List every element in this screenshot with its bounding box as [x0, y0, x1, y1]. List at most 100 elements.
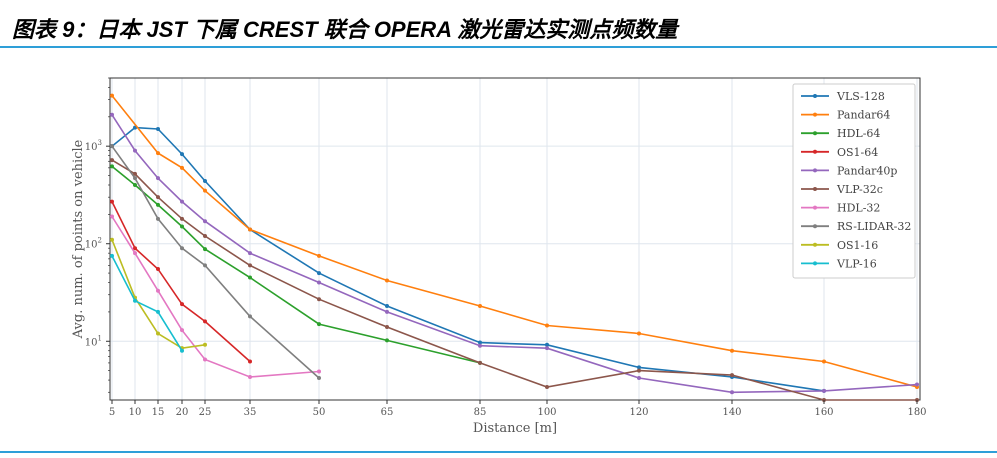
point-os1-16-25 [203, 342, 207, 347]
point-hdl-32-15 [156, 288, 160, 293]
point-hdl-32-35 [248, 375, 252, 380]
point-vlp-16-20 [180, 348, 184, 353]
point-rs-lidar-32-20 [180, 246, 184, 251]
legend-marker-vlp-16 [813, 261, 817, 266]
point-pandar40p-10 [133, 148, 137, 153]
point-pandar64-120 [637, 331, 641, 336]
legend-marker-os1-16 [813, 242, 817, 247]
point-os1-16-5 [110, 237, 114, 242]
point-os1-64-10 [133, 246, 137, 251]
point-os1-64-20 [180, 302, 184, 307]
legend-label-os1-64: OS1-64 [837, 146, 878, 159]
x-tick-label-120: 120 [629, 407, 648, 418]
x-tick-label-140: 140 [722, 407, 741, 418]
legend-label-pandar40p: Pandar40p [837, 164, 897, 177]
x-tick-label-20: 20 [176, 407, 189, 418]
point-pandar64-140 [730, 348, 734, 353]
point-pandar40p-5 [110, 112, 114, 117]
point-vlp-32c-140 [730, 373, 734, 378]
point-vls-128-100 [545, 342, 549, 347]
legend-marker-hdl-64 [813, 131, 817, 136]
point-hdl-32-25 [203, 357, 207, 362]
x-tick-label-85: 85 [474, 407, 487, 418]
series-line-vlp-16 [111, 255, 183, 352]
point-os1-16-15 [156, 331, 160, 336]
series-pandar40p [110, 112, 919, 395]
point-pandar64-65 [385, 278, 389, 283]
x-axis-label: Distance [m] [473, 421, 557, 436]
point-os1-64-5 [110, 199, 114, 204]
point-pandar40p-20 [180, 199, 184, 204]
point-vls-128-65 [385, 303, 389, 308]
series-hdl-32 [110, 214, 321, 380]
point-vlp-32c-10 [133, 171, 137, 176]
point-os1-64-25 [203, 319, 207, 324]
point-hdl-64-50 [317, 322, 321, 327]
legend-marker-pandar64 [813, 112, 817, 117]
series-line-vls-128 [111, 126, 825, 392]
point-vlp-32c-20 [180, 216, 184, 221]
point-pandar40p-120 [637, 376, 641, 381]
point-rs-lidar-32-10 [133, 176, 137, 181]
point-vls-128-20 [180, 152, 184, 157]
point-pandar40p-50 [317, 280, 321, 285]
y-tick-label-100: 102 [85, 237, 102, 251]
point-hdl-64-35 [248, 275, 252, 280]
point-rs-lidar-32-50 [317, 376, 321, 381]
legend-label-os1-16: OS1-16 [837, 239, 878, 252]
point-os1-64-15 [156, 267, 160, 272]
point-pandar40p-15 [156, 176, 160, 181]
legend-marker-hdl-32 [813, 205, 817, 210]
series-vlp-16 [110, 253, 184, 353]
series-rs-lidar-32 [110, 144, 321, 381]
series-pandar64 [110, 93, 919, 389]
point-hdl-64-10 [133, 182, 137, 187]
point-hdl-32-50 [317, 369, 321, 374]
point-hdl-64-5 [110, 164, 114, 169]
point-pandar40p-65 [385, 309, 389, 314]
point-pandar40p-100 [545, 346, 549, 351]
point-os1-64-35 [248, 359, 252, 364]
point-pandar64-100 [545, 323, 549, 328]
point-vls-128-15 [156, 127, 160, 132]
legend: VLS-128 Pandar64 HDL-64 OS1-64 Pandar40p VLP-… [792, 83, 916, 279]
x-tick-label-100: 100 [537, 407, 556, 418]
legend-marker-vls-128 [813, 94, 817, 98]
point-vlp-32c-50 [317, 297, 321, 302]
point-vls-128-85 [478, 340, 482, 345]
point-vlp-16-10 [133, 298, 137, 303]
point-vlp-32c-25 [203, 234, 207, 239]
series-line-vlp-32c [111, 159, 917, 401]
point-vls-128-120 [637, 365, 641, 370]
x-tick-label-180: 180 [907, 407, 926, 418]
page-title: 图表 9：日本 JST 下属 CREST 联合 OPERA 激光雷达实测点频数量 [12, 17, 678, 42]
point-vlp-16-5 [110, 253, 114, 258]
point-hdl-32-5 [110, 214, 114, 219]
point-hdl-64-20 [180, 224, 184, 229]
point-vlp-32c-35 [248, 263, 252, 268]
y-axis-label: Avg. num. of points on vehicle [71, 139, 86, 339]
point-pandar40p-180 [915, 382, 919, 387]
point-hdl-64-15 [156, 202, 160, 207]
legend-marker-os1-64 [813, 149, 817, 154]
point-pandar40p-85 [478, 343, 482, 348]
legend-label-vls-128: VLS-128 [836, 90, 885, 103]
point-hdl-64-65 [385, 338, 389, 343]
x-tick-label-35: 35 [244, 407, 257, 418]
point-vlp-16-15 [156, 309, 160, 314]
title-rule [0, 46, 997, 48]
x-axis-ticks: 5 10 15 20 25 35 50 65 85 100 120 140 160 180 [109, 400, 927, 418]
point-vls-128-50 [317, 271, 321, 276]
legend-label-vlp-16: VLP-16 [836, 257, 877, 270]
plot-frame [109, 77, 921, 401]
point-hdl-32-20 [180, 328, 184, 333]
bottom-rule [0, 451, 997, 453]
point-vlp-32c-120 [637, 368, 641, 373]
y-tick-label-10: 101 [85, 334, 102, 348]
y-axis-ticks: 101 102 103 [85, 77, 110, 393]
point-vlp-32c-100 [545, 384, 549, 389]
chart: 5 10 15 20 25 35 50 65 85 100 120 140 160 180 1011021… [71, 77, 927, 436]
legend-marker-vlp-32c [813, 187, 817, 191]
point-vls-128-25 [203, 178, 207, 183]
x-tick-label-15: 15 [152, 407, 165, 418]
